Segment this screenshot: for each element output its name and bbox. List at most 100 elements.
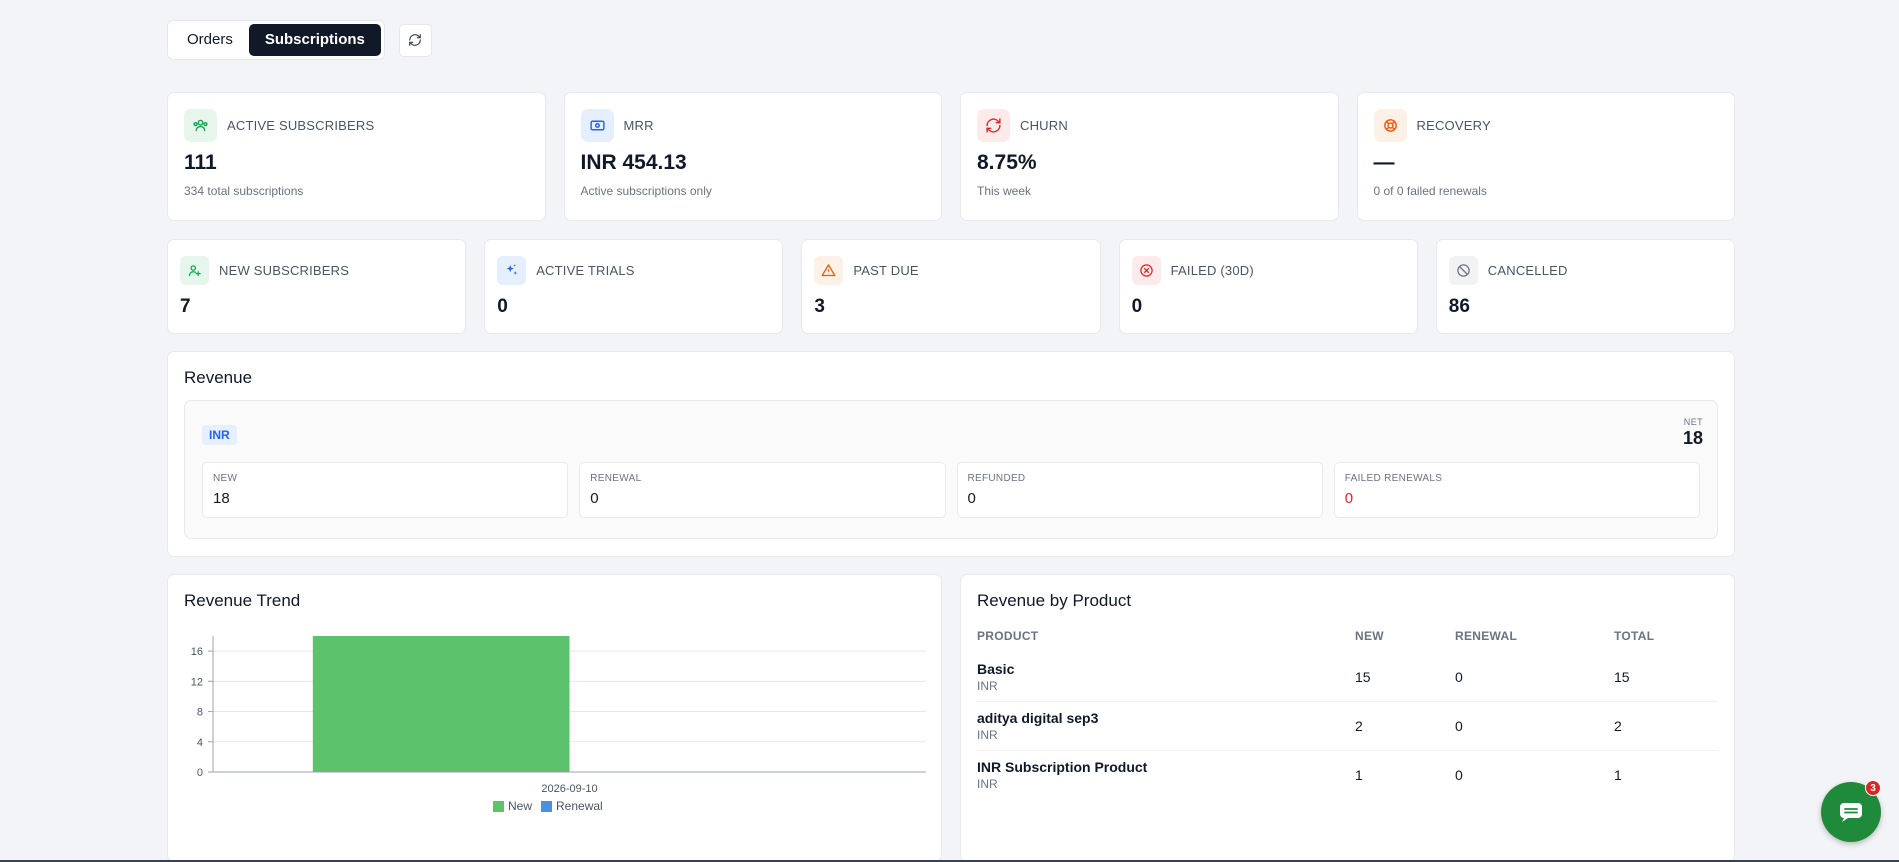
- product-name: Basic: [977, 661, 1015, 677]
- revenue-box-value: 0: [590, 490, 599, 507]
- x-tick-label: 2026-09-10: [541, 783, 597, 795]
- cell-new: 15: [1355, 669, 1371, 685]
- stat-subtext: 0 of 0 failed renewals: [1373, 184, 1487, 198]
- cell-renewal: 0: [1455, 669, 1463, 685]
- chat-launcher-button[interactable]: 3: [1821, 780, 1881, 842]
- stat-value: 86: [1448, 296, 1470, 317]
- revenue-trend-panel: Revenue Trend 0 4 8 12 16 2026-09-10 New Renewa…: [167, 574, 942, 862]
- revenue-currency-block: INR NET 18 NEW 18 RENEWAL 0 REFUNDED 0: [184, 400, 1718, 539]
- x-circle-icon: [1131, 255, 1161, 285]
- stat-card-active-subscribers: ACTIVE SUBSCRIBERS 111 334 total subscri…: [167, 92, 546, 221]
- window-bottom-edge: [0, 860, 1899, 862]
- cell-new: 2: [1355, 701, 1455, 751]
- warning-icon: [814, 255, 844, 285]
- revenue-box-value: 0: [967, 490, 976, 507]
- stat-card-mrr: MRR INR 454.13 Active subscriptions only: [563, 92, 942, 221]
- column-header-total[interactable]: TOTAL: [1614, 629, 1655, 643]
- stat-label: FAILED (30D): [1170, 262, 1254, 278]
- view-switcher: Orders Subscriptions: [167, 20, 385, 60]
- currency-badge: INR: [202, 425, 237, 445]
- y-tick-label: 4: [197, 737, 203, 749]
- tab-subscriptions[interactable]: Subscriptions: [248, 24, 381, 56]
- revenue-box-value: 0: [1344, 490, 1354, 507]
- net-label: NET: [1683, 417, 1703, 427]
- revenue-trend-chart: 0 4 8 12 16 2026-09-10 New Renewal: [191, 636, 926, 813]
- primary-stats: ACTIVE SUBSCRIBERS 111 334 total subscri…: [167, 92, 1735, 221]
- table-row: Basic INR 15 0 15: [977, 653, 1718, 702]
- legend-swatch: [541, 801, 552, 812]
- product-currency: INR: [977, 728, 998, 742]
- y-tick-label: 12: [191, 676, 203, 688]
- y-tick-label: 16: [191, 646, 203, 658]
- sparkles-icon: [497, 255, 527, 285]
- column-header-product[interactable]: PRODUCT: [977, 629, 1039, 643]
- stat-value: 8.75%: [977, 151, 1037, 174]
- section-title: Revenue by Product: [977, 591, 1132, 610]
- product-currency: INR: [977, 777, 998, 791]
- stat-card-cancelled: CANCELLED 86: [1435, 239, 1735, 334]
- refresh-icon: [409, 34, 422, 46]
- table-header-row: PRODUCT NEW RENEWAL TOTAL: [977, 629, 1718, 653]
- ban-icon: [1448, 255, 1478, 285]
- net-summary: NET 18: [1683, 417, 1703, 449]
- section-title: Revenue Trend: [184, 591, 301, 610]
- stat-value: —: [1373, 151, 1395, 174]
- table-row: aditya digital sep3 INR 2 0 2: [977, 701, 1718, 751]
- revenue-section: Revenue INR NET 18 NEW 18 RENEWAL 0 REFU…: [167, 351, 1735, 557]
- cell-new: 1: [1355, 750, 1455, 799]
- stat-value: 0: [1131, 296, 1143, 317]
- stat-card-past-due: PAST DUE 3: [801, 239, 1101, 334]
- top-bar: Orders Subscriptions: [167, 20, 1735, 60]
- net-value: 18: [1682, 428, 1703, 448]
- tab-orders[interactable]: Orders: [187, 31, 233, 48]
- dashboard: Orders Subscriptions ACTIVE SUBSCRIBERS …: [167, 20, 1735, 862]
- stat-label: CHURN: [1020, 117, 1068, 133]
- stat-label: CANCELLED: [1487, 262, 1568, 278]
- stat-card-failed: FAILED (30D) 0: [1118, 239, 1418, 334]
- stat-value: INR 454.13: [580, 151, 687, 174]
- cell-total: 2: [1614, 701, 1718, 751]
- cell-renewal: 0: [1455, 750, 1614, 799]
- refresh-icon: [977, 108, 1010, 142]
- product-currency: INR: [977, 679, 998, 693]
- secondary-stats: NEW SUBSCRIBERS 7 ACTIVE TRIALS 0 PAST D…: [167, 239, 1735, 334]
- stat-label: RECOVERY: [1416, 117, 1491, 133]
- product-table: PRODUCT NEW RENEWAL TOTAL Basic INR 15 0 …: [977, 629, 1718, 799]
- revenue-failed-renewals-box: FAILED RENEWALS 0: [1333, 462, 1700, 518]
- notification-badge: 3: [1865, 780, 1881, 796]
- revenue-by-product-panel: Revenue by Product PRODUCT NEW RENEWAL T…: [960, 574, 1735, 862]
- y-tick-label: 0: [197, 767, 203, 779]
- revenue-box-label: FAILED RENEWALS: [1344, 473, 1443, 484]
- chat-icon: [1840, 803, 1862, 822]
- table-row: INR Subscription Product INR 1 0 1: [977, 750, 1718, 799]
- stat-value: 0: [497, 296, 508, 317]
- bar-new: [312, 636, 570, 772]
- stat-subtext: This week: [977, 184, 1032, 198]
- legend-label: New: [508, 799, 532, 813]
- stat-value: 111: [184, 151, 217, 174]
- cell-total: 1: [1614, 750, 1718, 799]
- bottom-panels: Revenue Trend 0 4 8 12 16 2026-09-10 New Renewa…: [167, 574, 1735, 862]
- product-name: INR Subscription Product: [977, 759, 1148, 775]
- legend-label: Renewal: [556, 799, 603, 813]
- column-header-new[interactable]: NEW: [1355, 629, 1384, 643]
- stat-subtext: 334 total subscriptions: [184, 184, 304, 198]
- money-icon: [580, 108, 614, 142]
- y-tick-label: 8: [197, 707, 203, 719]
- refresh-button[interactable]: [398, 23, 432, 57]
- product-name: aditya digital sep3: [977, 710, 1099, 726]
- cell-renewal: 0: [1455, 701, 1614, 751]
- stat-label: NEW SUBSCRIBERS: [219, 262, 350, 278]
- revenue-refunded-box: REFUNDED 0: [956, 462, 1323, 518]
- stat-card-recovery: RECOVERY — 0 of 0 failed renewals: [1356, 92, 1735, 221]
- stat-value: 3: [814, 296, 825, 317]
- stat-card-new-subscribers: NEW SUBSCRIBERS 7: [167, 239, 467, 334]
- user-plus-icon: [180, 255, 209, 285]
- revenue-box-label: NEW: [213, 473, 238, 484]
- column-header-renewal[interactable]: RENEWAL: [1455, 629, 1518, 643]
- stat-subtext: Active subscriptions only: [580, 184, 712, 198]
- lifebuoy-icon: [1373, 108, 1407, 142]
- stat-card-churn: CHURN 8.75% This week: [960, 92, 1339, 221]
- stat-label: ACTIVE SUBSCRIBERS: [227, 117, 375, 133]
- revenue-box-value: 18: [213, 490, 230, 507]
